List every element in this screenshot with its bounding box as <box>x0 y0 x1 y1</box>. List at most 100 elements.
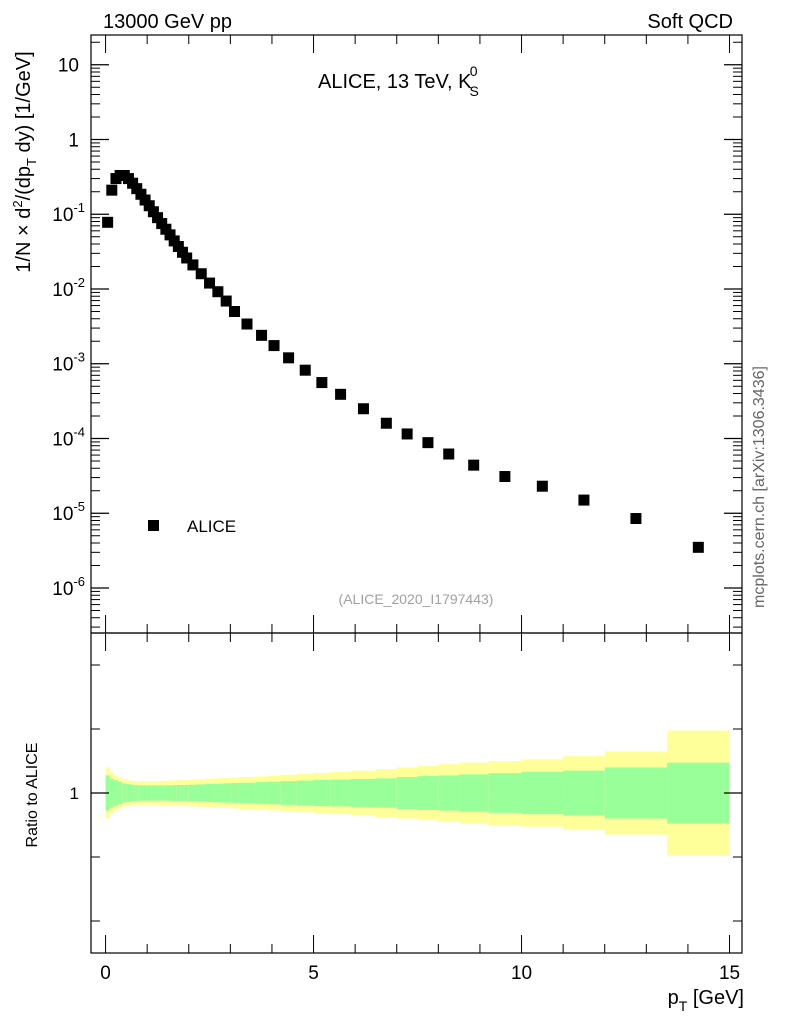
data-point <box>135 188 147 200</box>
ratio-stat-band <box>255 782 268 804</box>
ratio-stat-band <box>222 783 231 803</box>
data-point <box>357 403 369 415</box>
data-point <box>181 252 193 264</box>
ratio-stat-band <box>184 785 189 801</box>
ratio-stat-band <box>113 780 119 806</box>
x-axis-label: pT [GeV] <box>668 987 744 1014</box>
main-panel: 10-6 10-5 10-4 10-3 10-2 10-1 1 10 (ALICE_2020_… <box>10 34 743 634</box>
ratio-stat-band <box>126 784 131 802</box>
ratio-stat-band <box>488 773 522 813</box>
data-point <box>299 364 311 376</box>
y-tick-label: 1 <box>68 130 79 151</box>
ratio-stat-band <box>109 778 114 808</box>
data-point <box>578 494 590 506</box>
ratio-stat-band <box>230 783 239 803</box>
ratio-stat-band <box>138 785 143 801</box>
main-title-superscript: 0 <box>470 63 478 79</box>
data-point <box>499 471 511 483</box>
ratio-y-axis-label: Ratio to ALICE <box>24 743 41 848</box>
ratio-stat-band <box>667 762 730 824</box>
x-axis-label-unit: [GeV] <box>687 987 744 1009</box>
data-point <box>422 437 434 449</box>
y-tick-label: 10-1 <box>52 200 85 226</box>
ratio-bands <box>105 730 730 856</box>
data-point <box>164 229 176 241</box>
data-point <box>168 235 180 247</box>
ratio-stat-band <box>604 767 668 819</box>
ratio-stat-band <box>151 785 156 801</box>
data-point <box>229 305 241 317</box>
main-y-ticks: 10-6 10-5 10-4 10-3 10-2 10-1 1 10 <box>52 35 742 633</box>
ratio-stat-band <box>296 780 314 806</box>
data-point <box>156 218 168 230</box>
ratio-stat-band <box>147 785 152 801</box>
side-credit-label: mcplots.cern.ch [arXiv:1306.3436] <box>751 366 768 608</box>
ratio-stat-band <box>155 785 160 801</box>
y-tick-label: 10 <box>58 56 79 77</box>
ratio-stat-band <box>167 785 173 801</box>
ratio-stat-band <box>142 785 148 801</box>
data-point <box>241 318 253 330</box>
data-point <box>283 352 295 364</box>
data-point <box>160 223 172 235</box>
x-tick-label: 0 <box>100 963 111 984</box>
data-point <box>195 268 207 280</box>
data-point <box>692 541 704 553</box>
header-left-label: 13000 GeV pp <box>103 11 232 33</box>
ratio-stat-band <box>459 774 489 812</box>
x-axis-label-p: p <box>668 987 679 1009</box>
data-point <box>443 448 455 460</box>
data-point <box>268 340 280 352</box>
y-tick-label: 10-3 <box>52 350 85 376</box>
ratio-stat-band <box>375 778 397 808</box>
main-title-subscript: S <box>469 83 478 99</box>
data-point <box>316 377 328 389</box>
data-point <box>152 212 164 224</box>
main-y-axis-label: 1/N × d2/(dpT dy) [1/GeV] <box>10 51 39 272</box>
data-point <box>220 295 232 307</box>
y-tick-label: 10-4 <box>52 424 85 450</box>
ratio-stat-band <box>213 783 223 803</box>
ratio-stat-band <box>205 784 214 802</box>
ratio-stat-band <box>180 785 185 801</box>
x-tick-label: 10 <box>511 963 532 984</box>
data-point <box>106 184 118 196</box>
data-point <box>335 388 347 400</box>
main-data-points <box>102 169 704 553</box>
ratio-stat-band <box>197 784 206 802</box>
ratio-stat-band <box>521 771 564 815</box>
main-title-text: ALICE, 13 TeV, K <box>318 71 472 93</box>
data-point <box>131 183 143 195</box>
main-watermark: (ALICE_2020_I1797443) <box>339 591 494 607</box>
main-title: ALICE, 13 TeV, KS 0 <box>318 63 479 99</box>
ratio-stat-band <box>238 782 256 804</box>
ratio-stat-band <box>563 770 605 816</box>
data-point <box>172 241 184 253</box>
data-point <box>380 417 392 429</box>
y-tick-label: 10-2 <box>52 275 85 301</box>
ratio-stat-band <box>438 775 460 811</box>
data-point <box>177 246 189 258</box>
ratio-frame <box>90 632 743 954</box>
ratio-stat-band <box>396 777 418 809</box>
header-right-label: Soft QCD <box>647 11 733 33</box>
ratio-stat-band <box>313 779 331 807</box>
ratio-y-tick-label: 1 <box>70 784 79 803</box>
data-point <box>256 329 268 341</box>
x-tick-label: 15 <box>719 963 740 984</box>
ratio-stat-band <box>172 785 177 801</box>
ratio-stat-band <box>267 781 281 805</box>
data-point <box>401 428 413 440</box>
ratio-stat-band <box>130 784 135 802</box>
data-point <box>536 480 548 492</box>
ratio-stat-band <box>280 781 297 805</box>
data-point <box>147 206 159 218</box>
data-point <box>102 216 114 228</box>
x-axis-label-sub: T <box>679 998 688 1014</box>
ratio-stat-band <box>176 785 181 801</box>
ratio-stat-band <box>134 785 139 801</box>
y-tick-label: 10-5 <box>52 499 85 525</box>
legend-label: ALICE <box>187 517 236 536</box>
data-point <box>630 513 642 525</box>
